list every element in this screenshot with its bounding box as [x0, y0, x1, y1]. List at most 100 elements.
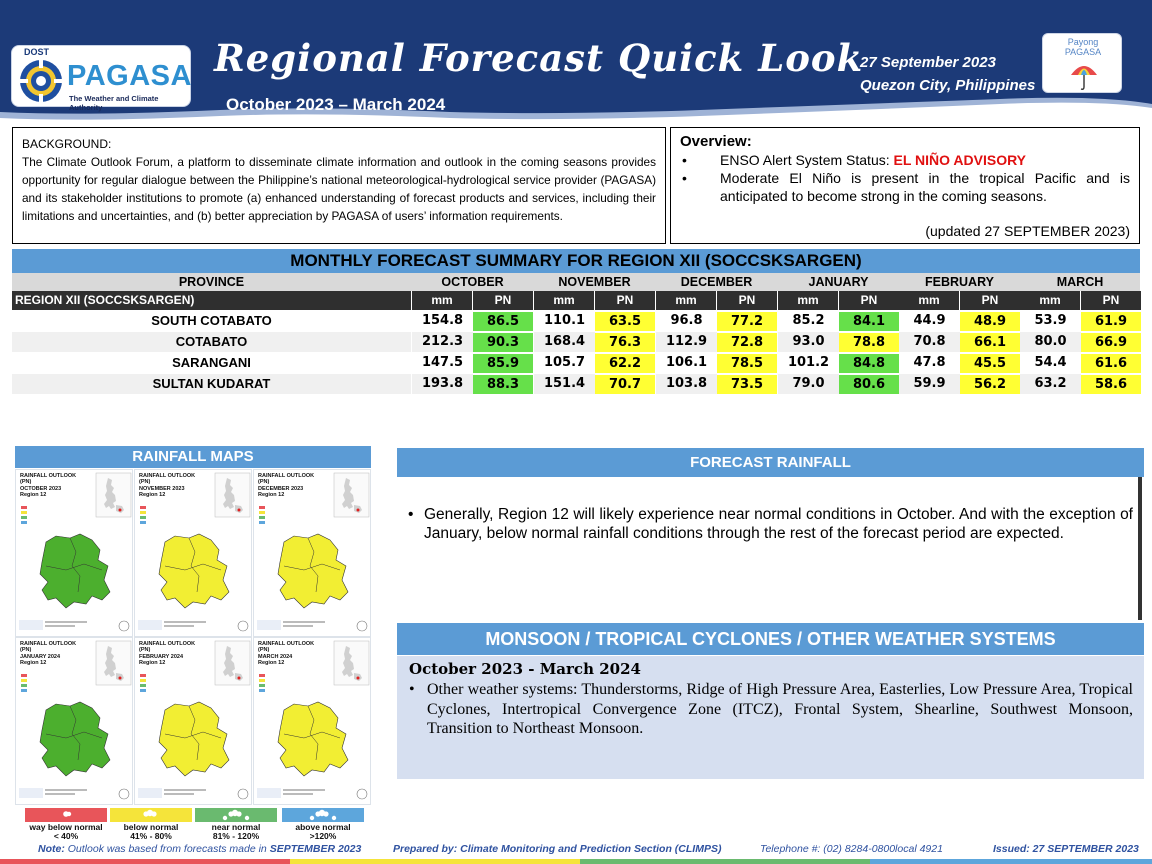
percent-normal-value: 56.2 — [960, 375, 1020, 394]
rainfall-mm-value: 96.8 — [670, 313, 703, 328]
forecast-rainfall-text: Generally, Region 12 will likely experie… — [407, 505, 1133, 543]
enso-status-label: ENSO Alert System Status: — [720, 152, 894, 168]
percent-normal-value: 70.7 — [595, 375, 655, 394]
mm-header: mm — [656, 291, 716, 310]
percent-normal-value: 84.8 — [839, 354, 899, 373]
map-caption: RAINFALL OUTLOOK (PN) MARCH 2024 Region 12 — [258, 641, 318, 667]
rainfall-mm-value: 63.2 — [1020, 374, 1081, 394]
map-caption-line2: JANUARY 2024 — [20, 653, 61, 660]
map-caption: RAINFALL OUTLOOK (PN) JANUARY 2024 Region … — [20, 641, 80, 667]
rainfall-mm-value: 54.4 — [1034, 355, 1067, 370]
map-caption-line3: Region 12 — [139, 660, 166, 667]
legend-swatch — [282, 808, 364, 822]
background-section: BACKGROUND: The Climate Outlook Forum, a… — [12, 127, 666, 244]
legend-swatch — [110, 808, 192, 822]
rainfall-map-panel: RAINFALL OUTLOOK (PN) OCTOBER 2023 Region … — [15, 469, 133, 637]
rainfall-mm-value: 93.0 — [778, 332, 839, 352]
legend-swatch — [195, 808, 277, 822]
map-caption-line1: RAINFALL OUTLOOK (PN) — [20, 641, 77, 654]
month-header: DECEMBER — [680, 275, 753, 289]
province-name: SULTAN KUDARAT — [12, 374, 411, 394]
rainfall-mm-value: 79.0 — [778, 374, 839, 394]
map-caption-line2: NOVEMBER 2023 — [139, 485, 185, 492]
mm-header: mm — [412, 291, 472, 310]
legend-label: way below normal < 40% — [21, 823, 111, 841]
rainfall-mm-value: 80.0 — [1020, 332, 1081, 352]
rainfall-mm-value: 53.9 — [1034, 313, 1067, 328]
panel-shadow — [1138, 448, 1142, 620]
month-header: MARCH — [1056, 275, 1104, 289]
province-name: COTABATO — [12, 332, 411, 352]
legend-label: above normal >120% — [278, 823, 368, 841]
percent-normal-value: 63.5 — [595, 312, 655, 331]
footer-note-month: SEPTEMBER 2023 — [269, 843, 362, 855]
legend-label: near normal 81% - 120% — [191, 823, 281, 841]
region-label: REGION XII (SOCCSKSARGEN) — [12, 291, 411, 310]
issue-date: 27 September 2023 — [860, 54, 996, 71]
footer-note-text: Outlook was based from forecasts made in — [64, 843, 270, 855]
pn-header: PN — [1081, 291, 1141, 310]
rainfall-map-panel: RAINFALL OUTLOOK (PN) DECEMBER 2023 Region… — [253, 469, 371, 637]
table-title: MONTHLY FORECAST SUMMARY FOR REGION XII … — [12, 249, 1140, 273]
weather-cloud-icon — [143, 809, 157, 817]
legend-label: below normal 41% - 80% — [106, 823, 196, 841]
rainfall-mm-value: 103.8 — [656, 374, 717, 394]
legend-range: 81% - 120% — [212, 831, 260, 841]
percent-normal-value: 85.9 — [473, 354, 533, 373]
table-row: SULTAN KUDARAT 193.8 88.3 151.4 70.7 103.8 73.… — [12, 374, 1141, 394]
overview-section: Overview: ENSO Alert System Status: EL N… — [670, 127, 1140, 244]
map-caption-line3: Region 12 — [20, 492, 47, 499]
mm-header: mm — [1020, 291, 1080, 310]
pn-header: PN — [960, 291, 1020, 310]
legend-range: < 40% — [53, 831, 79, 841]
map-caption-line1: RAINFALL OUTLOOK (PN) — [139, 641, 196, 654]
percent-normal-value: 62.2 — [595, 354, 655, 373]
enso-alert-badge: EL NIÑO ADVISORY — [893, 152, 1027, 168]
rainfall-mm-value: 168.4 — [534, 332, 595, 352]
background-title: BACKGROUND: — [22, 137, 112, 151]
map-caption-line2: DECEMBER 2023 — [258, 485, 304, 492]
province-header: PROVINCE — [178, 275, 245, 289]
map-caption-line2: OCTOBER 2023 — [20, 485, 62, 492]
percent-normal-value: 78.8 — [839, 333, 899, 352]
overview-title: Overview: — [680, 133, 752, 150]
region-map-icon — [138, 640, 251, 800]
forecast-period: October 2023 – March 2024 — [226, 95, 446, 114]
percent-normal-value: 61.9 — [1081, 312, 1141, 331]
month-header: FEBRUARY — [925, 275, 994, 289]
percent-normal-value: 48.9 — [960, 312, 1020, 331]
footer: Note: Outlook was based from forecasts m… — [0, 843, 1152, 857]
legend-category: near normal — [211, 822, 261, 832]
monsoon-text: Other weather systems: Thunderstorms, Ri… — [409, 680, 1133, 739]
logo-dost-text: DOST — [24, 47, 50, 57]
pn-header: PN — [595, 291, 655, 310]
map-caption-line1: RAINFALL OUTLOOK (PN) — [258, 641, 315, 654]
pn-header: PN — [839, 291, 899, 310]
legend-range: 41% - 80% — [130, 831, 172, 841]
rainfall-mm-value: 106.1 — [665, 355, 708, 370]
province-name: SOUTH COTABATO — [151, 313, 272, 328]
footer-note-label: Note: — [38, 843, 65, 855]
map-caption-line3: Region 12 — [139, 492, 166, 499]
weather-cloud-icon — [309, 809, 337, 821]
rainfall-mm-value: 112.9 — [656, 332, 717, 352]
background-text: The Climate Outlook Forum, a platform to… — [22, 155, 656, 223]
percent-normal-value: 45.5 — [960, 354, 1020, 373]
percent-normal-value: 61.6 — [1081, 354, 1141, 373]
overview-updated: (updated 27 SEPTEMBER 2023) — [925, 223, 1130, 239]
mm-header: mm — [778, 291, 838, 310]
footer-telephone: Telephone #: (02) 8284-0800local 4921 — [760, 843, 943, 855]
mm-header: mm — [899, 291, 959, 310]
issue-place: Quezon City, Philippines — [860, 77, 1036, 94]
rainfall-mm-value: 105.7 — [543, 355, 586, 370]
rainfall-mm-value: 147.5 — [421, 355, 464, 370]
table-sub-header: REGION XII (SOCCSKSARGEN) mm PN mm PN mm PN mm… — [12, 291, 1141, 310]
header: DOST PAGASA The Weather and Climate Auth… — [0, 0, 1152, 124]
legend-category: above normal — [295, 822, 351, 832]
mm-header: mm — [534, 291, 594, 310]
legend-swatch — [25, 808, 107, 822]
percent-normal-value: 73.5 — [717, 375, 777, 394]
table-month-header: PROVINCE OCTOBER NOVEMBER DECEMBER JANUA… — [12, 273, 1140, 291]
footer-prepared-label: Prepared by: — [393, 843, 458, 855]
region-map-icon — [257, 640, 370, 800]
